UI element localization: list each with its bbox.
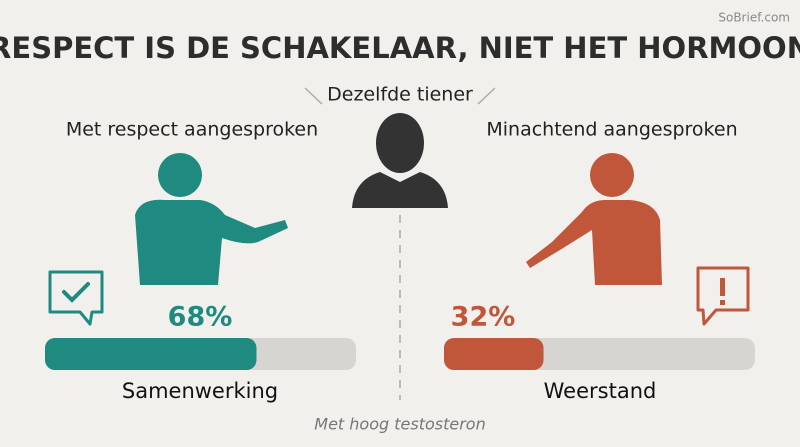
pointer-line — [477, 87, 496, 105]
category-label: Weerstand — [544, 379, 657, 403]
value-label: 68% — [168, 302, 233, 333]
value-label: 32% — [451, 302, 516, 333]
check-bubble — [48, 270, 104, 326]
left-person — [135, 153, 288, 285]
panel-heading: Minachtend aangesproken — [486, 119, 737, 141]
alert-bubble — [696, 266, 750, 326]
bar — [444, 338, 544, 370]
source: SoBrief.com — [718, 11, 790, 25]
title: RESPECT IS DE SCHAKELAAR, NIET HET HORMO… — [0, 31, 800, 65]
pointer-line — [304, 87, 323, 105]
panel-heading: Met respect aangesproken — [66, 119, 318, 141]
right-person — [526, 153, 662, 285]
category-label: Samenwerking — [122, 379, 278, 403]
center-person — [352, 113, 448, 208]
bar — [45, 338, 257, 370]
center-label: Dezelfde tiener — [327, 84, 473, 106]
footnote: Met hoog testosteron — [314, 415, 485, 434]
